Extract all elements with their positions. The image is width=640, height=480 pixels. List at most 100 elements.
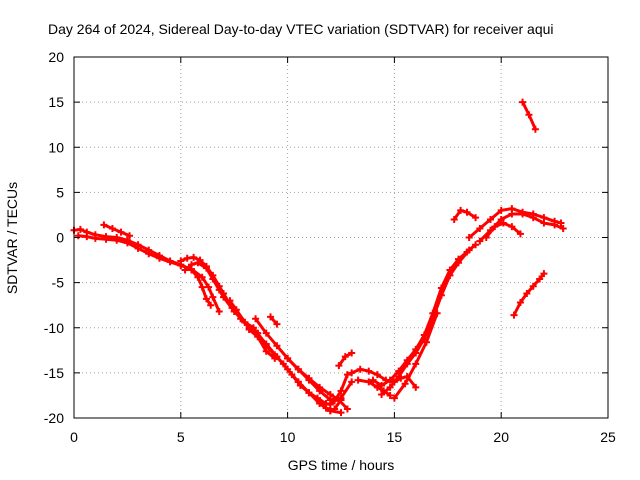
series-arc-3: [100, 221, 134, 240]
data-point: [305, 374, 313, 382]
axis-ticks: 0 5 10 15 20 25 -20 -15 -10 -5 0 5 10 15 20: [44, 49, 616, 445]
series-line: [76, 234, 221, 313]
y-tick-label: 10: [48, 139, 64, 155]
y-tick-label: 0: [56, 230, 64, 246]
data-point: [523, 289, 531, 297]
data-point: [215, 286, 223, 294]
x-tick-label: 0: [70, 429, 78, 445]
data-point: [450, 215, 458, 223]
data-point: [181, 266, 189, 274]
data-point: [326, 407, 334, 415]
data-point: [510, 311, 518, 319]
data-point: [412, 360, 420, 368]
data-point: [254, 333, 262, 341]
data-point: [422, 338, 430, 346]
data-point: [249, 324, 257, 332]
data-point: [83, 233, 91, 241]
data-point: [472, 241, 480, 249]
data-point: [74, 232, 82, 240]
data-point: [557, 219, 565, 227]
series-arc-17: [390, 309, 441, 402]
data-point: [113, 236, 121, 244]
data-point: [540, 270, 548, 278]
data-point: [198, 273, 206, 281]
data-point: [373, 383, 381, 391]
data-point: [215, 308, 223, 316]
data-point: [226, 297, 234, 305]
series-arc-2: [74, 232, 223, 316]
data-point: [412, 349, 420, 357]
series-layer: [70, 98, 567, 417]
data-point: [529, 282, 537, 290]
data-point: [559, 224, 567, 232]
data-point: [401, 380, 409, 388]
series-arc-9: [267, 313, 281, 328]
data-point: [335, 362, 343, 370]
series-arc-20: [476, 210, 567, 245]
y-tick-label: 5: [56, 184, 64, 200]
data-point: [348, 378, 356, 386]
data-point: [262, 340, 270, 348]
data-point: [476, 224, 484, 232]
x-axis-label: GPS time / hours: [288, 457, 395, 473]
chart-title: Day 264 of 2024, Sidereal Day-to-day VTE…: [48, 21, 554, 37]
data-point: [343, 371, 351, 379]
series-arc-18: [450, 206, 480, 223]
data-point: [454, 259, 462, 267]
data-point: [209, 275, 217, 283]
data-point: [294, 378, 302, 386]
x-tick-label: 15: [387, 429, 403, 445]
data-point: [373, 371, 381, 379]
data-point: [202, 295, 210, 303]
data-point: [273, 342, 281, 350]
data-point: [267, 313, 275, 321]
data-point: [497, 206, 505, 214]
data-point: [487, 215, 495, 223]
data-point: [386, 376, 394, 384]
data-point: [356, 365, 364, 373]
data-point: [476, 237, 484, 245]
data-point: [369, 376, 377, 384]
data-point: [395, 372, 403, 380]
series-line: [371, 243, 478, 387]
series-arc-21: [482, 219, 524, 241]
data-point: [516, 298, 524, 306]
data-point: [337, 409, 345, 417]
data-point: [482, 234, 490, 241]
data-point: [531, 125, 539, 133]
series-arc-13: [348, 365, 420, 391]
data-point: [316, 383, 324, 391]
data-point: [155, 254, 163, 262]
data-point: [403, 360, 411, 368]
data-point: [134, 244, 142, 252]
data-point: [508, 223, 516, 231]
y-axis-label: SDTVAR / TECUs: [4, 182, 20, 294]
data-point: [262, 347, 270, 355]
data-point: [316, 400, 324, 408]
data-point: [202, 264, 210, 272]
data-point: [365, 367, 373, 375]
data-point: [337, 387, 345, 395]
data-point: [499, 219, 507, 227]
x-tick-label: 5: [177, 429, 185, 445]
series-arc-7: [245, 326, 279, 362]
data-point: [262, 329, 270, 337]
y-tick-label: -10: [44, 320, 64, 336]
series-arc-11: [294, 378, 345, 417]
series-arc-6: [226, 297, 257, 332]
data-point: [273, 320, 281, 328]
data-point: [241, 318, 249, 326]
data-point: [433, 309, 441, 317]
data-point: [245, 326, 253, 334]
data-point: [472, 214, 480, 222]
data-point: [126, 232, 134, 240]
data-point: [145, 250, 153, 258]
series-arc-16: [378, 246, 473, 399]
series-line: [467, 207, 563, 239]
data-point: [335, 396, 343, 404]
data-point: [497, 215, 505, 223]
data-point: [386, 383, 394, 391]
data-point: [207, 301, 215, 309]
data-point: [198, 283, 206, 291]
series-line: [247, 328, 277, 360]
